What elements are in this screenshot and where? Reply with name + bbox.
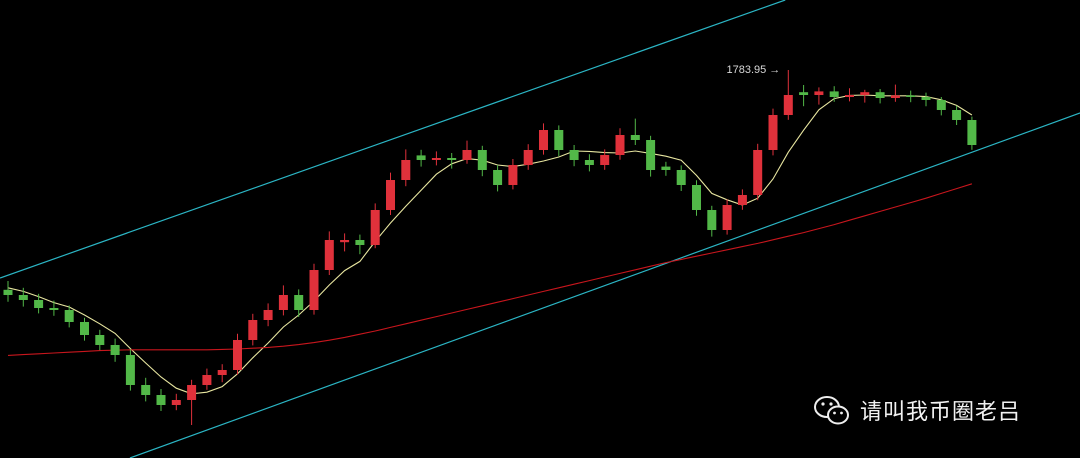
candle-body — [401, 160, 411, 180]
candle-body — [34, 300, 44, 308]
candle-body — [278, 295, 288, 310]
candle-body — [263, 310, 273, 320]
candle-body — [676, 170, 686, 185]
candle-body — [3, 289, 13, 295]
candle-body — [340, 240, 350, 243]
candle-body — [187, 385, 197, 400]
candle-body — [936, 100, 946, 110]
candle-body — [416, 155, 426, 160]
candle-body — [768, 115, 778, 150]
candle-body — [95, 335, 105, 345]
candle-body — [707, 210, 717, 230]
candle-body — [783, 95, 793, 115]
candle-body — [508, 165, 518, 185]
price-label: 1783.95 → — [726, 64, 780, 76]
candle-body — [584, 160, 594, 165]
candle-body — [646, 140, 656, 170]
candle-body — [753, 150, 763, 195]
candle-body — [875, 92, 885, 98]
candle-body — [906, 95, 916, 97]
candle-body — [294, 295, 304, 310]
candle-body — [309, 270, 319, 310]
candle-body — [324, 240, 334, 270]
candle-body — [248, 320, 258, 340]
candle-body — [80, 322, 89, 335]
candle-body — [722, 205, 732, 230]
candle-body — [217, 370, 227, 375]
candle-body — [630, 135, 640, 140]
candle-body — [18, 295, 28, 300]
candle-body — [661, 166, 671, 170]
candle-body — [860, 92, 870, 95]
candle-body — [523, 150, 533, 165]
candle-body — [493, 170, 503, 185]
candle-body — [921, 97, 931, 100]
channel-line — [0, 0, 786, 279]
candle-body — [615, 135, 625, 155]
candle-body — [799, 92, 809, 95]
candle-body — [554, 130, 564, 150]
candle-body — [814, 91, 824, 95]
candle-body — [462, 150, 472, 160]
watermark: 请叫我币圈老吕 — [812, 390, 1021, 430]
candle-body — [692, 185, 701, 210]
candle-body — [49, 308, 59, 310]
channel-line — [129, 112, 1080, 458]
watermark-text: 请叫我币圈老吕 — [860, 400, 1022, 425]
candle-body — [829, 91, 839, 97]
candle-body — [952, 110, 962, 120]
candle-body — [386, 180, 395, 210]
ma-line — [7, 183, 973, 356]
ma-line — [7, 94, 973, 395]
candle-body — [447, 158, 457, 160]
candle-body — [845, 95, 854, 97]
candle-body — [737, 195, 747, 205]
candle-body — [967, 120, 977, 145]
candle-body — [156, 395, 166, 405]
candle-body — [355, 240, 365, 245]
candle-body — [233, 340, 242, 370]
candle-body — [64, 310, 74, 322]
candle-body — [141, 385, 151, 395]
candle-body — [202, 375, 212, 385]
wechat-icon — [814, 396, 849, 425]
candle-body — [539, 130, 548, 150]
candle-body — [600, 155, 610, 165]
candle-body — [431, 158, 441, 160]
candle-body — [890, 95, 900, 98]
candle-body — [171, 400, 181, 405]
candle-body — [370, 210, 380, 245]
candle-body — [110, 345, 120, 355]
candle-body — [125, 355, 135, 385]
candle-body — [569, 150, 579, 160]
candle-body — [477, 150, 487, 170]
